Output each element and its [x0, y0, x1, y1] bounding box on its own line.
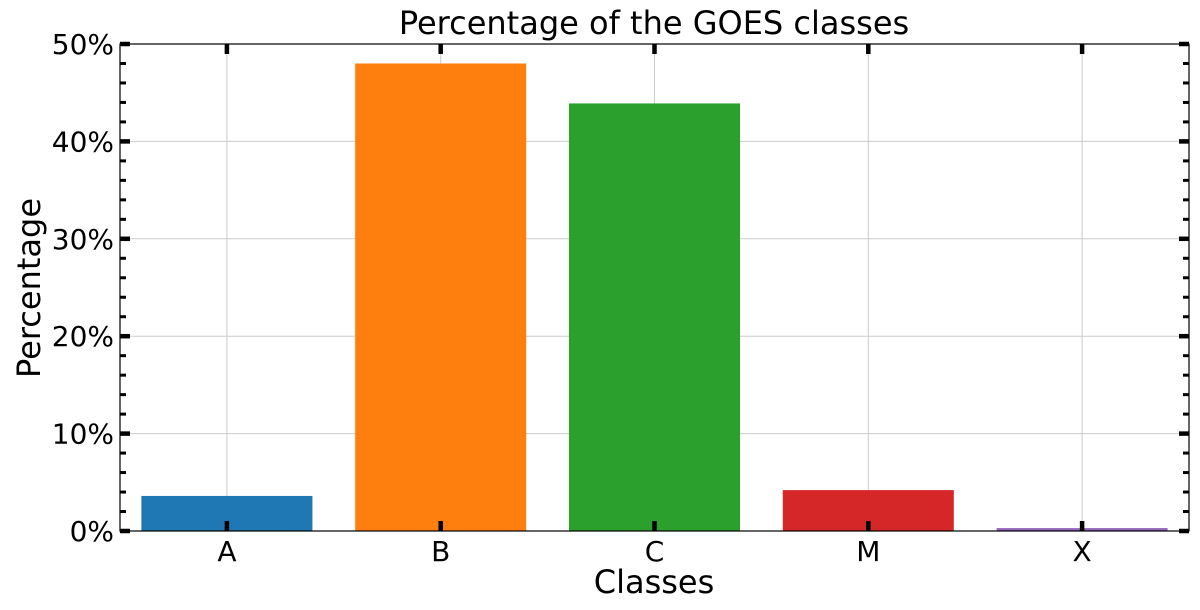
x-tick-label: A — [217, 535, 236, 568]
bar-b — [355, 63, 527, 531]
tick-labels: 0% 10% 20% 30% 40% 50% A B C M X — [52, 28, 1092, 568]
x-tick-label: X — [1073, 535, 1092, 568]
y-tick-label: 20% — [52, 320, 114, 353]
chart-title: Percentage of the GOES classes — [399, 4, 909, 42]
y-tick-label: 40% — [52, 125, 114, 158]
y-tick-label: 50% — [52, 28, 114, 61]
x-tick-label: B — [431, 535, 450, 568]
y-tick-label: 30% — [52, 223, 114, 256]
x-tick-label: M — [856, 535, 880, 568]
ticks — [120, 41, 1189, 534]
y-tick-label: 0% — [70, 515, 114, 548]
bars — [141, 63, 1168, 531]
x-axis-title: Classes — [594, 563, 715, 601]
y-axis-title: Percentage — [10, 198, 48, 378]
x-tick-label: C — [645, 535, 665, 568]
y-tick-label: 10% — [52, 418, 114, 451]
bar-c — [568, 103, 741, 531]
